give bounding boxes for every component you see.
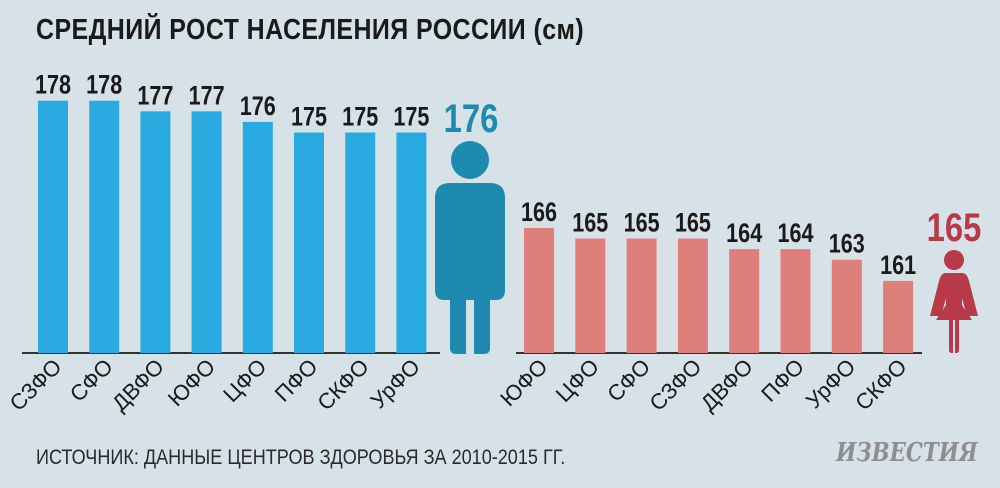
women-value-label-6: 164 bbox=[777, 219, 813, 249]
source-note: ИСТОЧНИК: ДАННЫЕ ЦЕНТРОВ ЗДОРОВЬЯ ЗА 201… bbox=[36, 446, 566, 469]
men-bar-3 bbox=[140, 111, 171, 353]
men-value-label-5: 176 bbox=[240, 92, 276, 122]
women-average-label: 165 bbox=[927, 205, 982, 250]
man-icon bbox=[435, 141, 505, 354]
men-bar-2 bbox=[89, 100, 120, 353]
women-value-label-7: 163 bbox=[829, 230, 865, 260]
men-bar-8 bbox=[396, 132, 427, 353]
women-value-label-3: 165 bbox=[624, 208, 660, 238]
men-value-label-7: 175 bbox=[342, 102, 378, 132]
women-category-label-1: ЮФО bbox=[495, 354, 552, 411]
women-bar-8 bbox=[883, 280, 914, 353]
women-category-label-7: УрФО bbox=[801, 354, 860, 413]
men-category-label-3: ДВФО bbox=[107, 354, 169, 416]
men-bars: 178СЗФО178СФО177ДВФО177ЮФО176ЦФО175ПФО17… bbox=[5, 71, 430, 416]
women-value-label-8: 161 bbox=[880, 251, 916, 281]
izvestia-logo: ИЗВЕСТИЯ bbox=[836, 438, 978, 468]
women-value-label-5: 164 bbox=[726, 219, 762, 249]
women-category-label-4: СЗФО bbox=[645, 354, 707, 416]
women-category-label-5: ДВФО bbox=[696, 354, 758, 416]
women-value-label-2: 165 bbox=[572, 208, 608, 238]
men-category-label-8: УрФО bbox=[365, 354, 424, 413]
women-category-label-2: ЦФО bbox=[551, 354, 604, 407]
men-bar-6 bbox=[294, 132, 324, 353]
men-category-label-5: ЦФО bbox=[218, 354, 271, 407]
men-value-label-2: 178 bbox=[86, 71, 122, 101]
women-bars: 166ЮФО165ЦФО165СФО165СЗФО164ДВФО164ПФО16… bbox=[495, 198, 916, 416]
men-value-label-8: 175 bbox=[393, 102, 429, 132]
women-category-label-8: СКФО bbox=[850, 354, 911, 415]
men-value-label-6: 175 bbox=[291, 102, 327, 132]
women-bar-5 bbox=[729, 249, 760, 353]
women-value-label-4: 165 bbox=[675, 208, 711, 238]
men-category-label-7: СКФО bbox=[312, 354, 373, 415]
men-category-label-1: СЗФО bbox=[5, 354, 67, 416]
women-value-label-1: 166 bbox=[521, 198, 557, 228]
women-bar-6 bbox=[780, 249, 811, 353]
men-value-label-4: 177 bbox=[189, 81, 225, 111]
men-value-label-1: 178 bbox=[35, 71, 71, 101]
men-bar-7 bbox=[345, 132, 376, 353]
men-category-label-4: ЮФО bbox=[163, 354, 220, 411]
men-average-label: 176 bbox=[444, 96, 499, 141]
women-bar-1 bbox=[524, 227, 554, 353]
chart-title: СРЕДНИЙ РОСТ НАСЕЛЕНИЯ РОССИИ (см) bbox=[36, 14, 585, 46]
men-bar-4 bbox=[191, 111, 222, 353]
women-bar-2 bbox=[575, 238, 606, 353]
men-bar-5 bbox=[242, 121, 273, 353]
men-bar-1 bbox=[38, 100, 68, 353]
woman-icon bbox=[930, 250, 978, 353]
women-bar-3 bbox=[626, 238, 657, 353]
women-category-label-6: ПФО bbox=[756, 354, 809, 407]
women-bar-4 bbox=[677, 238, 708, 353]
men-value-label-3: 177 bbox=[137, 81, 173, 111]
women-bar-7 bbox=[831, 259, 862, 353]
